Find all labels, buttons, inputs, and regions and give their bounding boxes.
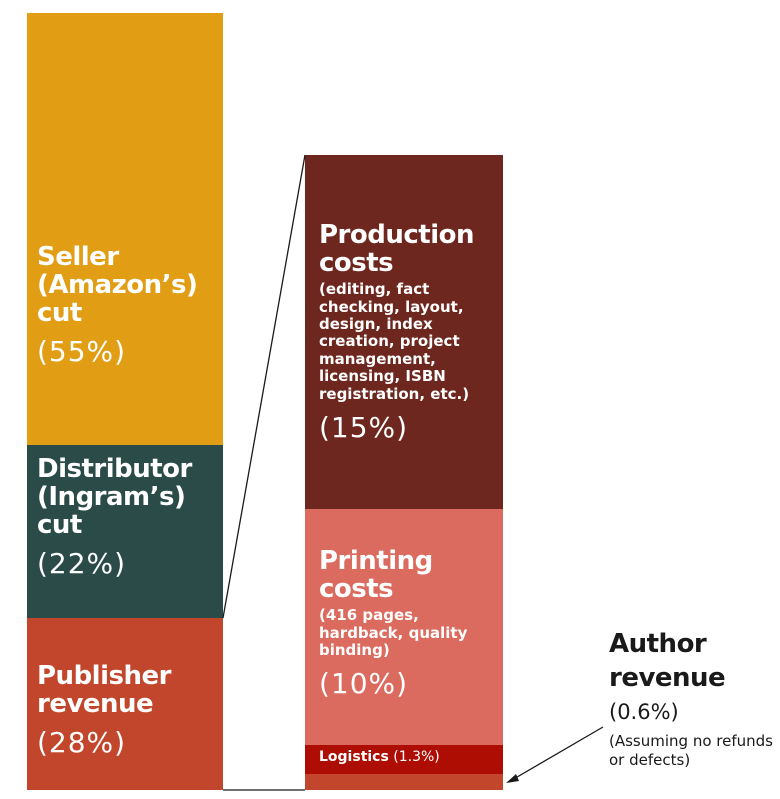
publisher-revenue-percent: (28%) [37,726,127,760]
production-costs-percent: (15%) [319,410,409,444]
production-costs-segment: Production costs (editing, fact checking… [305,155,503,509]
seller-cut-title: Seller (Amazon’s) cut [37,242,198,329]
author-revenue-note: (Assuming no refunds or defects) [609,731,773,770]
publisher-revenue-title: Publisher revenue [37,661,171,720]
production-costs-title: Production costs [319,220,475,279]
printing-costs-detail: (416 pages, hardback, quality binding) [319,606,468,659]
author-revenue-segment [305,774,503,790]
connector-top-line [222,154,306,619]
author-revenue-percent: (0.6%) [609,699,679,724]
logistics-title: Logistics [319,749,389,765]
logistics-segment: Logistics (1.3%) [305,745,503,774]
production-costs-detail: (editing, fact checking, layout, design,… [319,280,470,403]
distributor-cut-title: Distributor (Ingram’s) cut [37,454,192,541]
author-revenue-title: Author revenue [609,629,726,693]
printing-costs-title: Printing costs [319,546,433,605]
distributor-cut-percent: (22%) [37,547,127,581]
printing-costs-percent: (10%) [319,667,409,701]
author-arrow-line [511,726,604,781]
author-arrow-head [506,774,519,783]
logistics-percent: (1.3%) [393,749,440,765]
author-revenue-annotation: Author revenue (0.6%) (Assuming no refun… [609,628,777,771]
publisher-revenue-segment: Publisher revenue (28%) [27,618,223,790]
distributor-cut-segment: Distributor (Ingram’s) cut (22%) [27,445,223,618]
seller-cut-percent: (55%) [37,335,127,369]
seller-cut-segment: Seller (Amazon’s) cut (55%) [27,13,223,445]
printing-costs-segment: Printing costs (416 pages, hardback, qua… [305,509,503,745]
